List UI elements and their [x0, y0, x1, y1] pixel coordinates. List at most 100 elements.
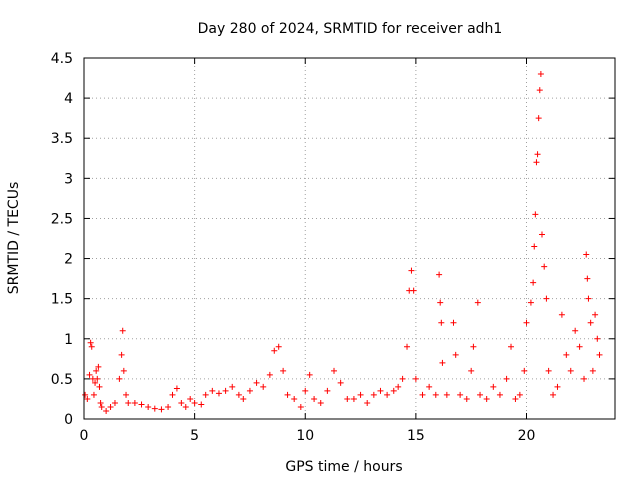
data-point	[576, 343, 583, 350]
data-point	[545, 367, 552, 374]
data-point	[95, 363, 102, 370]
data-point	[567, 367, 574, 374]
axis-ticks	[83, 57, 615, 420]
data-point	[86, 371, 93, 378]
x-axis-label: GPS time / hours	[285, 459, 402, 475]
data-point	[82, 391, 89, 398]
data-point	[118, 351, 125, 358]
data-point	[463, 395, 470, 402]
data-point	[173, 385, 180, 392]
data-point	[96, 383, 103, 390]
data-point	[337, 379, 344, 386]
data-point	[94, 375, 101, 382]
data-point	[490, 383, 497, 390]
data-point	[240, 395, 247, 402]
data-point	[324, 387, 331, 394]
data-point	[516, 391, 523, 398]
y-tick-label: 3.5	[51, 131, 73, 147]
data-point	[311, 395, 318, 402]
data-point	[84, 395, 91, 402]
data-point	[123, 391, 130, 398]
data-point	[390, 387, 397, 394]
data-point	[229, 383, 236, 390]
data-point	[350, 395, 357, 402]
data-point	[169, 391, 176, 398]
data-point	[145, 403, 152, 410]
data-point	[541, 263, 548, 270]
data-point	[191, 399, 198, 406]
data-point	[395, 383, 402, 390]
data-point	[198, 401, 205, 408]
data-point	[426, 383, 433, 390]
data-point	[90, 391, 97, 398]
axis-tick-labels: 0 5 10 15 20 0 0.5 1 1.5 2 2.5 3 3.5 4 4.5	[51, 51, 536, 444]
data-point	[496, 391, 503, 398]
data-point	[151, 405, 158, 412]
data-point	[532, 211, 539, 218]
data-point	[370, 391, 377, 398]
y-tick-label: 4.5	[51, 51, 73, 67]
data-point	[111, 399, 118, 406]
data-point	[107, 403, 114, 410]
data-point	[452, 351, 459, 358]
data-point	[594, 335, 601, 342]
data-point	[92, 379, 99, 386]
data-point	[222, 387, 229, 394]
data-point	[125, 399, 132, 406]
data-point	[550, 391, 557, 398]
data-point	[187, 395, 194, 402]
data-point	[88, 343, 95, 350]
data-point	[266, 371, 273, 378]
data-point	[592, 311, 599, 318]
data-point	[260, 383, 267, 390]
data-point	[246, 387, 253, 394]
data-point	[131, 399, 138, 406]
data-point	[581, 375, 588, 382]
data-point	[537, 71, 544, 78]
y-tick-label: 0.5	[51, 372, 73, 388]
data-point	[533, 159, 540, 166]
data-point	[554, 383, 561, 390]
data-points	[82, 71, 603, 414]
data-point	[503, 375, 510, 382]
data-point	[470, 343, 477, 350]
data-point	[408, 267, 415, 274]
data-point	[474, 299, 481, 306]
data-point	[93, 367, 100, 374]
data-point	[538, 231, 545, 238]
data-point	[253, 379, 260, 386]
data-point	[558, 311, 565, 318]
data-point	[399, 375, 406, 382]
data-point	[297, 403, 304, 410]
x-tick-label: 0	[80, 428, 89, 444]
data-point	[280, 367, 287, 374]
data-point	[468, 367, 475, 374]
data-point	[535, 115, 542, 122]
y-axis-label: SRMTID / TECUs	[6, 182, 22, 295]
y-tick-label: 4	[64, 91, 73, 107]
data-point	[103, 407, 110, 414]
data-point	[508, 343, 515, 350]
data-point	[271, 347, 278, 354]
data-point	[119, 327, 126, 334]
data-point	[377, 387, 384, 394]
data-point	[438, 319, 445, 326]
y-tick-label: 1	[64, 332, 73, 348]
data-point	[483, 395, 490, 402]
data-point	[450, 319, 457, 326]
data-point	[116, 375, 123, 382]
plot-frame	[83, 57, 616, 420]
data-point	[331, 367, 338, 374]
data-point	[284, 391, 291, 398]
data-point	[437, 299, 444, 306]
data-point	[585, 295, 592, 302]
data-point	[87, 339, 94, 346]
data-point	[432, 391, 439, 398]
y-tick-label: 2	[64, 252, 73, 268]
data-point	[572, 327, 579, 334]
data-point	[158, 406, 165, 413]
data-point	[443, 391, 450, 398]
data-point	[138, 401, 145, 408]
